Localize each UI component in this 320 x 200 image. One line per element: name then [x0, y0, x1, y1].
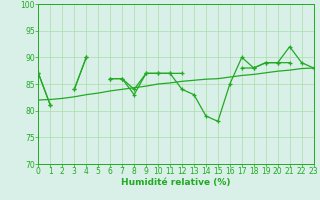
X-axis label: Humidité relative (%): Humidité relative (%) — [121, 178, 231, 187]
